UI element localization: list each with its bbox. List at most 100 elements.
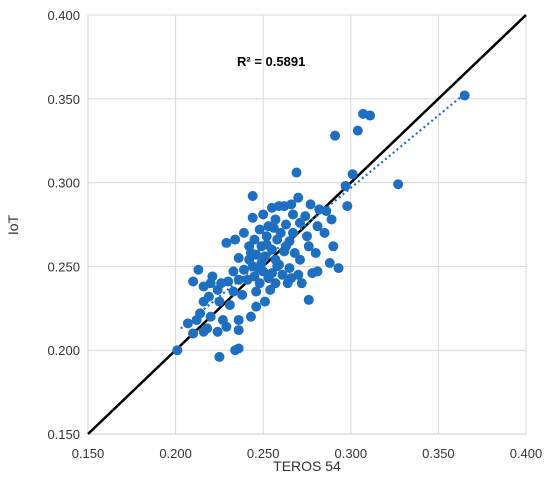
data-point <box>270 278 281 289</box>
data-point <box>212 326 223 337</box>
data-point <box>340 180 351 191</box>
data-point <box>393 179 404 190</box>
r-squared-annotation: R² = 0.5891 <box>237 54 305 69</box>
data-point <box>270 214 281 225</box>
data-point <box>237 289 248 300</box>
data-point <box>193 264 204 275</box>
data-point <box>191 315 202 326</box>
data-point <box>300 211 311 222</box>
y-tick-label: 0.350 <box>47 92 80 107</box>
data-point <box>365 110 376 121</box>
data-point <box>247 212 258 223</box>
data-point <box>233 343 244 354</box>
data-point <box>275 227 286 238</box>
data-point <box>328 241 339 252</box>
data-point <box>221 237 232 248</box>
data-point <box>245 311 256 322</box>
data-point <box>254 224 265 235</box>
data-point <box>277 269 288 280</box>
data-point <box>261 231 272 242</box>
data-point <box>224 299 235 310</box>
data-point <box>249 234 260 245</box>
data-point <box>459 90 470 101</box>
data-point <box>296 278 307 289</box>
data-point <box>319 227 330 238</box>
identity-line-group <box>87 14 527 435</box>
data-point <box>347 169 358 180</box>
data-point <box>280 241 291 252</box>
data-point <box>303 241 314 252</box>
data-point <box>182 318 193 329</box>
data-point <box>214 296 225 307</box>
x-axis-title: TEROS 54 <box>273 458 341 474</box>
data-point <box>312 221 323 232</box>
data-point <box>273 201 284 212</box>
x-tick-label: 0.350 <box>422 446 455 461</box>
data-point <box>280 219 291 230</box>
x-tick-label: 0.200 <box>159 446 192 461</box>
x-tick-label: 0.400 <box>510 446 543 461</box>
trendline <box>180 92 466 330</box>
data-point <box>233 253 244 264</box>
data-point <box>205 311 216 322</box>
data-point <box>287 209 298 220</box>
x-tick-label: 0.250 <box>247 446 280 461</box>
identity-line <box>87 14 527 435</box>
trendline-group <box>180 92 466 330</box>
data-point <box>314 204 325 215</box>
x-tick-label: 0.150 <box>72 446 105 461</box>
y-tick-label: 0.200 <box>47 343 80 358</box>
data-point <box>188 276 199 287</box>
data-points <box>172 90 470 362</box>
data-point <box>330 130 341 141</box>
data-point <box>294 217 305 228</box>
x-tick-label: 0.300 <box>335 446 368 461</box>
data-point <box>198 296 209 307</box>
data-point <box>261 239 272 250</box>
data-point <box>263 221 274 232</box>
data-point <box>303 294 314 305</box>
data-point <box>289 247 300 258</box>
data-point <box>294 254 305 265</box>
data-point <box>251 286 262 297</box>
data-point <box>172 345 183 356</box>
y-tick-label: 0.300 <box>47 176 80 191</box>
data-point <box>352 125 363 136</box>
data-point <box>238 227 249 238</box>
data-point <box>287 227 298 238</box>
data-point <box>207 271 218 282</box>
data-point <box>212 284 223 295</box>
data-point <box>310 247 321 258</box>
y-tick-label: 0.400 <box>47 8 80 23</box>
data-point <box>252 263 263 274</box>
y-tick-label: 0.150 <box>47 427 80 442</box>
data-point <box>198 326 209 337</box>
data-point <box>233 315 244 326</box>
data-point <box>228 266 239 277</box>
data-point <box>245 247 256 258</box>
data-point <box>198 281 209 292</box>
data-point <box>251 301 262 312</box>
data-point <box>188 328 199 339</box>
data-point <box>258 209 269 220</box>
data-point <box>263 273 274 284</box>
data-point <box>247 191 258 202</box>
data-point <box>342 201 353 212</box>
data-point <box>333 263 344 274</box>
data-point <box>242 274 253 285</box>
tick-labels: 0.150 0.200 0.250 0.300 0.350 0.400 0.150 0.200… <box>47 8 542 461</box>
data-point <box>324 258 335 269</box>
data-point <box>286 199 297 210</box>
data-point <box>230 234 241 245</box>
data-point <box>254 278 265 289</box>
data-point <box>286 273 297 284</box>
data-point <box>233 325 244 336</box>
data-point <box>293 192 304 203</box>
data-point <box>228 286 239 297</box>
data-point <box>284 263 295 274</box>
data-point <box>238 264 249 275</box>
data-point <box>291 167 302 178</box>
data-point <box>302 231 312 242</box>
data-point <box>233 274 244 285</box>
